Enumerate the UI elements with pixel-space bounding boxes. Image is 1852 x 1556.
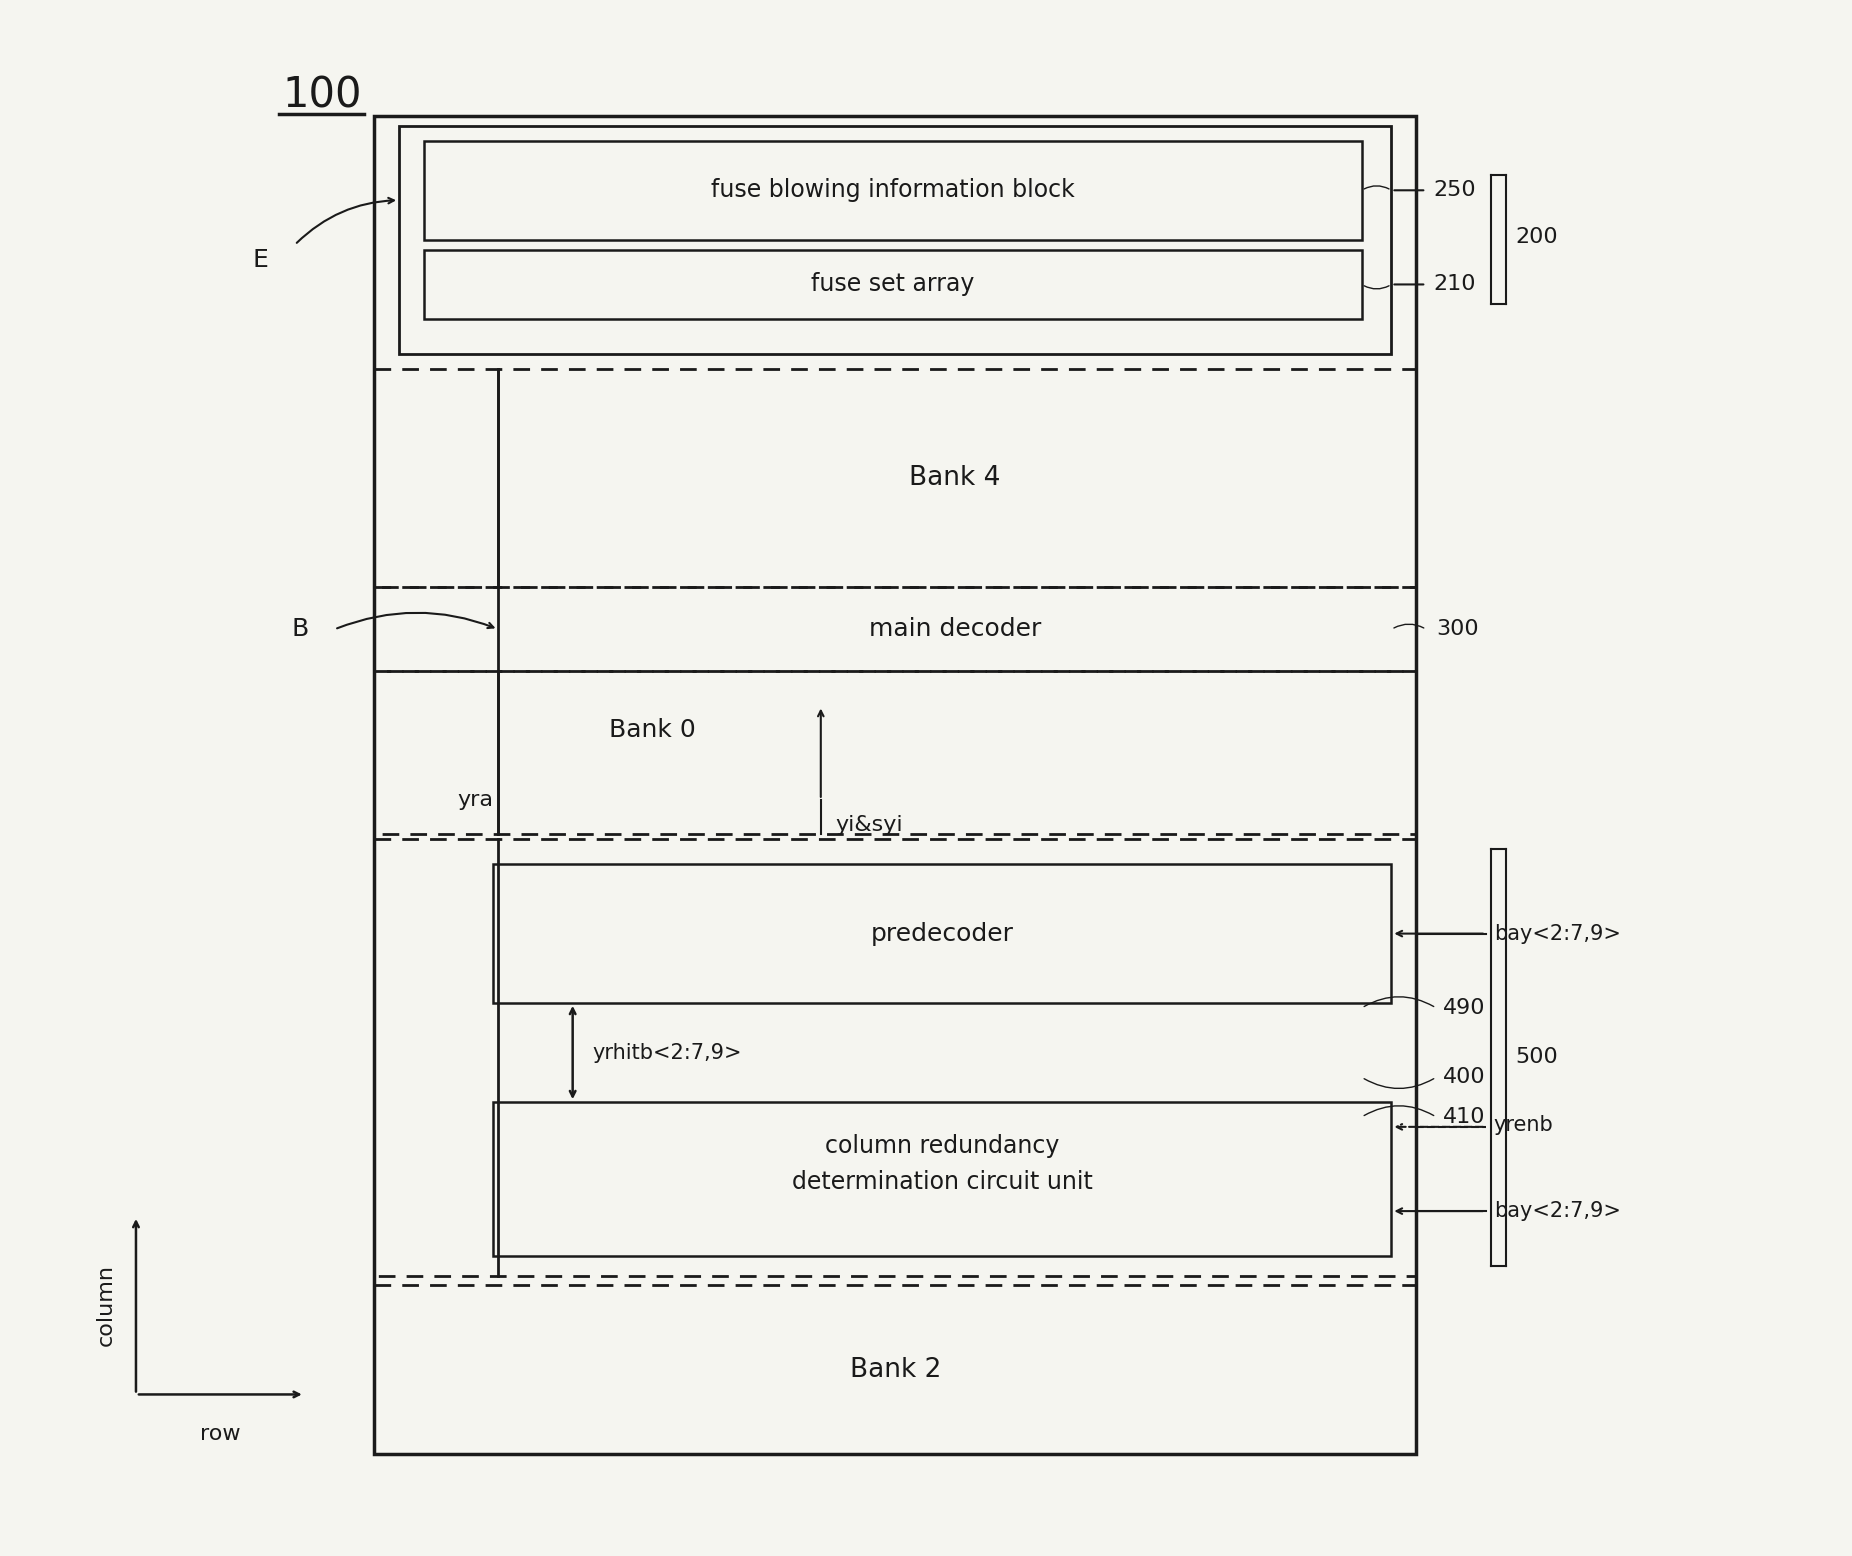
Bar [374,117,1417,1453]
Text: B: B [291,618,307,641]
Text: 490: 490 [1443,997,1485,1018]
Bar [493,1102,1391,1256]
Bar [424,140,1361,240]
Text: Bank 4: Bank 4 [909,465,1000,490]
Text: Bank 2: Bank 2 [850,1357,941,1383]
Bar [374,587,1417,671]
Text: 100: 100 [283,75,363,117]
Bar [493,864,1391,1004]
Text: 410: 410 [1443,1106,1485,1127]
Bar [374,369,1417,587]
Text: 500: 500 [1515,1047,1558,1067]
Text: bay<2:7,9>: bay<2:7,9> [1495,1201,1620,1221]
Text: yrhitb<2:7,9>: yrhitb<2:7,9> [593,1043,743,1063]
Text: fuse set array: fuse set array [811,272,974,297]
Bar [398,126,1391,353]
Text: row: row [200,1424,241,1444]
Text: 400: 400 [1443,1067,1485,1088]
Text: yra: yra [457,790,493,809]
Text: yi&syi: yi&syi [835,815,904,834]
Text: main decoder: main decoder [869,616,1041,641]
Bar [374,839,1417,1276]
Text: column: column [96,1265,117,1346]
Text: fuse blowing information block: fuse blowing information block [711,179,1074,202]
Text: 300: 300 [1435,619,1478,640]
Text: predecoder: predecoder [870,921,1013,946]
Text: bay<2:7,9>: bay<2:7,9> [1495,924,1620,943]
Text: yrenb: yrenb [1495,1116,1554,1134]
Bar [374,1285,1417,1453]
Bar [424,251,1361,319]
Text: Bank 0: Bank 0 [609,719,696,742]
Bar [374,671,1417,834]
Text: E: E [252,247,269,272]
Text: 250: 250 [1433,180,1476,201]
Text: 200: 200 [1515,227,1558,247]
Text: column redundancy
determination circuit unit: column redundancy determination circuit … [793,1134,1093,1193]
Text: 210: 210 [1433,274,1476,294]
